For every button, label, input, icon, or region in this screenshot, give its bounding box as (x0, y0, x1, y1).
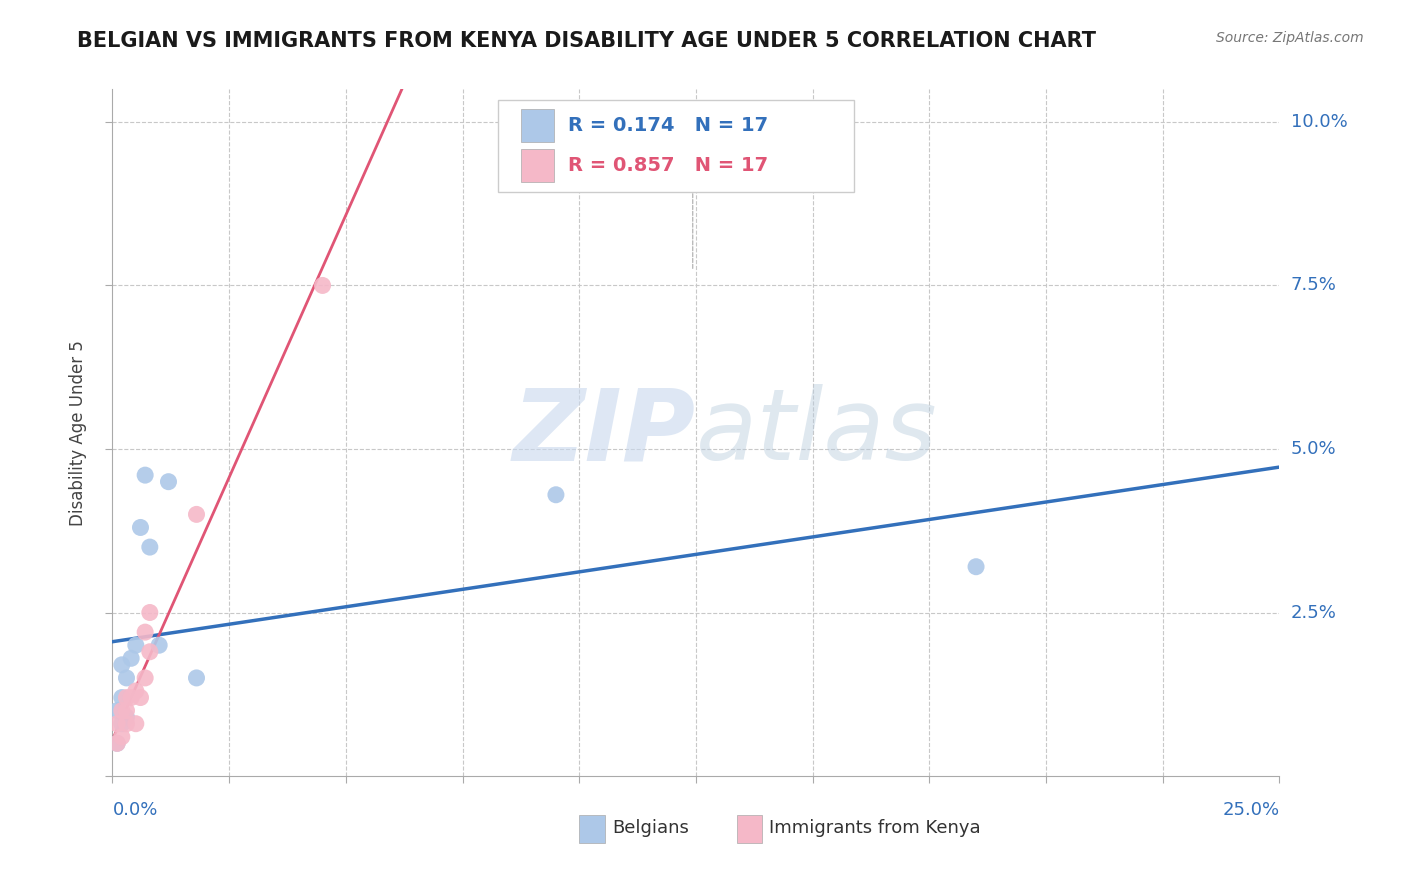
Point (115, 671, 138, 685)
Text: Immigrants from Kenya: Immigrants from Kenya (769, 819, 981, 837)
Point (105, 716, 128, 731)
Point (139, 645, 162, 659)
Point (139, 540, 162, 554)
Text: BELGIAN VS IMMIGRANTS FROM KENYA DISABILITY AGE UNDER 5 CORRELATION CHART: BELGIAN VS IMMIGRANTS FROM KENYA DISABIL… (77, 31, 1097, 51)
Point (111, 730, 134, 744)
FancyBboxPatch shape (498, 100, 853, 193)
Point (111, 657, 134, 672)
Text: Source: ZipAtlas.com: Source: ZipAtlas.com (1216, 31, 1364, 45)
Point (120, 690, 142, 705)
Text: atlas: atlas (696, 384, 938, 481)
Point (105, 736, 128, 750)
FancyBboxPatch shape (579, 815, 605, 843)
Text: R = 0.857   N = 17: R = 0.857 N = 17 (568, 156, 768, 175)
Text: ZIP: ZIP (513, 384, 696, 481)
FancyBboxPatch shape (520, 109, 554, 142)
Y-axis label: Disability Age Under 5: Disability Age Under 5 (69, 340, 87, 525)
Text: 10.0%: 10.0% (1291, 113, 1347, 131)
FancyBboxPatch shape (520, 149, 554, 182)
Point (139, 606, 162, 620)
Point (125, 638, 148, 652)
Point (311, 278, 333, 293)
Point (105, 736, 128, 750)
Point (148, 638, 170, 652)
Point (125, 716, 148, 731)
Point (105, 704, 128, 718)
Point (134, 625, 156, 640)
Point (111, 690, 134, 705)
Point (115, 716, 138, 731)
Text: 25.0%: 25.0% (1222, 801, 1279, 819)
Point (125, 684, 148, 698)
Text: 5.0%: 5.0% (1291, 440, 1336, 458)
Point (157, 475, 180, 489)
Point (111, 704, 134, 718)
FancyBboxPatch shape (737, 815, 762, 843)
Text: 7.5%: 7.5% (1291, 277, 1337, 294)
Point (134, 468, 156, 483)
Point (115, 710, 138, 724)
Point (134, 671, 156, 685)
Point (115, 704, 138, 718)
Text: Belgians: Belgians (612, 819, 689, 837)
Point (115, 690, 138, 705)
Point (111, 716, 134, 731)
Point (544, 488, 567, 502)
Point (186, 671, 208, 685)
Point (965, 559, 987, 574)
Text: 0.0%: 0.0% (112, 801, 157, 819)
Point (129, 690, 152, 705)
Text: R = 0.174   N = 17: R = 0.174 N = 17 (568, 116, 768, 135)
Point (129, 520, 152, 534)
Text: 2.5%: 2.5% (1291, 604, 1337, 622)
Point (120, 651, 142, 665)
Point (186, 508, 208, 522)
